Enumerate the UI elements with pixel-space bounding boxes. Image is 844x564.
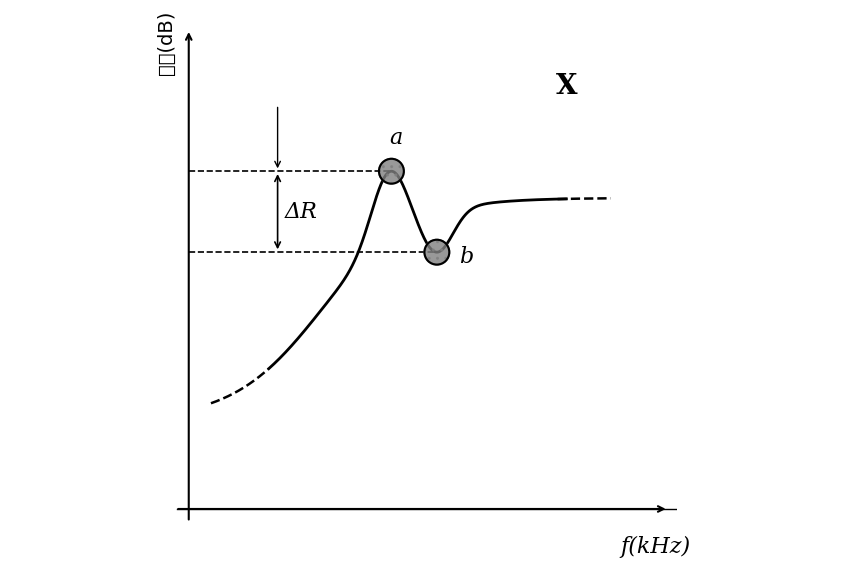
Text: X: X [555,73,577,100]
Text: a: a [389,127,403,149]
Text: ΔR: ΔR [284,201,317,223]
Circle shape [425,240,449,265]
Circle shape [379,159,403,184]
Text: b: b [459,245,473,267]
Text: 响应(dB): 响应(dB) [157,10,176,74]
Text: f(kHz): f(kHz) [620,536,690,558]
